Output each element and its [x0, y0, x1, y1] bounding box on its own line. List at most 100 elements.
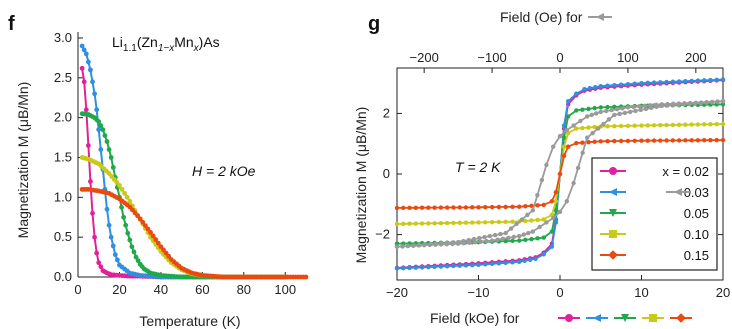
panel-g-point [510, 204, 515, 210]
panel-g-point [592, 139, 597, 144]
panel-g-point [413, 265, 419, 270]
panel-g-x-tick-label: −10 [467, 285, 489, 300]
panel-g-point [612, 82, 617, 88]
panel-g-point [535, 203, 540, 208]
panel-g-point [701, 122, 707, 127]
panel-g-x-tick-label: 20 [716, 285, 730, 300]
panel-g-point [500, 236, 506, 242]
panel-g-point [510, 238, 515, 244]
panel-g-x-tick-label: 0 [556, 285, 563, 300]
panel-g-point [438, 242, 444, 247]
panel-g-point [401, 266, 406, 271]
panel-g-point [438, 264, 444, 269]
panel-g-point [419, 221, 425, 226]
panel-g-point [595, 126, 601, 131]
panel-g-point [664, 79, 669, 85]
panel-g-point [701, 138, 707, 143]
panel-g-point [482, 234, 487, 240]
panel-g-point [664, 138, 669, 143]
panel-f-point [145, 226, 151, 232]
panel-g-point [670, 138, 676, 143]
panel-g-point [416, 243, 421, 248]
panel-g-point [557, 209, 563, 215]
panel-f-point [137, 216, 143, 222]
panel-g-point [605, 83, 610, 88]
panel-g-point [527, 257, 533, 263]
panel-g-point [589, 112, 594, 118]
panel-g-point [506, 235, 511, 241]
panel-g-point [535, 193, 540, 198]
panel-f-point [127, 237, 133, 243]
panel-g-point [541, 202, 546, 208]
panel-g-point [715, 99, 720, 104]
panel-g-point [689, 122, 694, 127]
panel-g-top-tick-label: 0 [556, 50, 563, 65]
panel-g-point [489, 204, 495, 210]
panel-g-point [561, 135, 567, 140]
panel-g-point [510, 260, 515, 265]
panel-g-top-tick-label: 100 [617, 50, 639, 65]
panel-g-point [720, 99, 726, 104]
panel-g-point [586, 140, 591, 145]
panel-g-point [720, 102, 726, 107]
panel-g-point [438, 205, 444, 210]
panel-g-point [503, 219, 508, 225]
panel-g-top-xlabel: Field (Oe) for [500, 9, 583, 25]
panel-g-point [574, 126, 579, 131]
panel-f-point [142, 223, 148, 229]
legend-entry-0.05: 0.05 [600, 206, 709, 221]
panel-g-point [651, 80, 657, 85]
bottom-label-marker [593, 314, 601, 322]
panel-g-point [594, 111, 599, 116]
panel-g-point [503, 204, 508, 210]
panel-g-point [639, 80, 644, 86]
panel-f-point [166, 253, 172, 259]
panel-g-point [720, 121, 726, 127]
panel-g-y-tick-label: 0 [383, 166, 390, 181]
panel-f-point [119, 186, 125, 192]
panel-g-point [651, 138, 657, 143]
panel-g-point [687, 101, 692, 106]
panel-g-point [605, 138, 610, 144]
panel-f-point [158, 244, 164, 250]
panel-f: f Li1.1(Zn1−xMnx)As H = 2 kOe 0 20 40 60 80 1… [8, 13, 309, 329]
bottom-label-marker [649, 314, 657, 322]
panel-g-point [433, 242, 438, 247]
panel-g-point [411, 243, 416, 248]
panel-g-point [426, 264, 431, 270]
panel-g-point [463, 205, 469, 210]
panel-g-point [457, 263, 462, 268]
panel-g-point [590, 130, 595, 136]
panel-f-series-x-0.10 [79, 155, 288, 280]
panel-g-point [533, 256, 538, 261]
panel-f-x-tick-label: 100 [274, 282, 296, 297]
panel-f-point [124, 194, 130, 200]
panel-f-y-tick-label: 3.0 [54, 30, 72, 45]
panel-g-point [704, 100, 709, 105]
panel-f-point [112, 252, 118, 258]
panel-g-point [714, 137, 719, 143]
panel-g-point [603, 108, 609, 114]
panel-g-point [557, 133, 563, 139]
panel-f-point [90, 210, 95, 216]
panel-g-point [476, 262, 481, 268]
panel-g-point [419, 205, 425, 210]
panel-g-point [580, 107, 585, 112]
panel-g-ylabel: Magnetization M (μB/Mn) [353, 107, 369, 264]
panel-g-point [413, 221, 419, 226]
panel-g-point [698, 100, 703, 106]
panel-g-point [394, 241, 400, 246]
panel-g-point [553, 199, 559, 204]
panel-f-y-tick-label: 1.0 [54, 189, 72, 204]
panel-g-point [541, 235, 546, 240]
panel-f-point [163, 250, 169, 256]
compound-formula: Li1.1(Zn1−xMnx)As [112, 34, 220, 54]
panel-g-point [537, 224, 542, 230]
panel-f-line-x-0.15 [82, 188, 306, 278]
panel-g-point [541, 252, 546, 257]
panel-g-point [631, 104, 636, 110]
panel-g-point [625, 123, 631, 129]
bottom-label-markers [558, 313, 692, 323]
panel-g-point [495, 237, 500, 242]
panel-g-point [470, 262, 475, 268]
